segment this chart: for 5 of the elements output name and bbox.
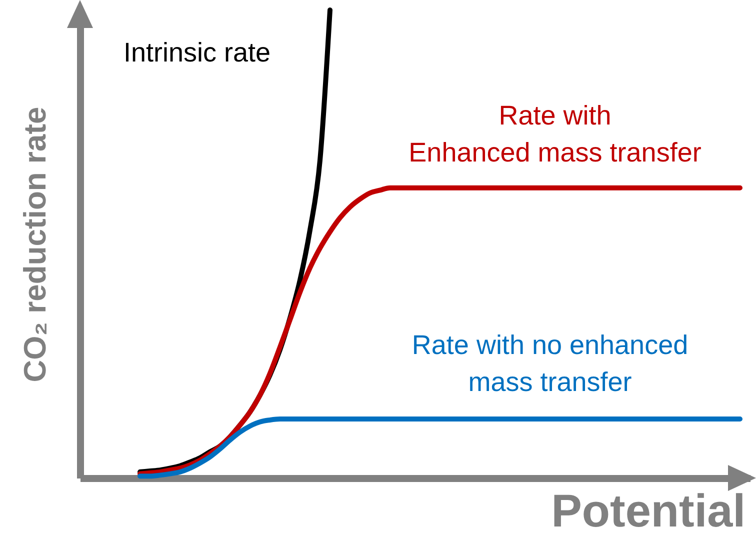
y-axis-title: CO₂ reduction rate bbox=[18, 106, 52, 382]
text: Intrinsic rate bbox=[123, 37, 271, 68]
series-label: Rate with Enhanced mass transfer bbox=[408, 100, 702, 168]
series-label: Rate with no enhanced mass transfer bbox=[412, 330, 688, 397]
x-axis-title: Potential bbox=[551, 484, 746, 536]
